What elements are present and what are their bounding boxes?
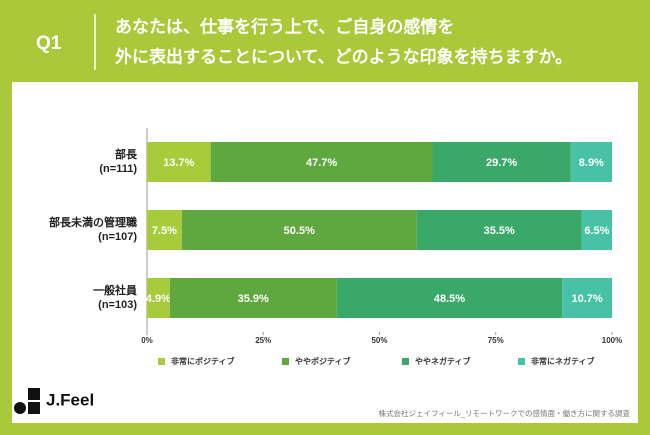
legend-label: 非常にネガティブ <box>531 356 595 366</box>
legend-label: ややネガティブ <box>415 356 471 366</box>
title-line: 外に表出することについて、どのような印象を持ちますか。 <box>115 46 572 66</box>
y-tick-label-line: (n=111) <box>99 163 137 175</box>
x-tick-label: 50% <box>371 336 387 345</box>
data-label: 8.9% <box>579 157 604 169</box>
legend-swatch <box>402 358 409 365</box>
data-label: 29.7% <box>486 157 517 169</box>
bar <box>147 210 182 250</box>
x-tick-label: 75% <box>488 336 504 345</box>
logo-shape <box>14 402 26 414</box>
bar <box>416 210 582 250</box>
source: 株式会社ジェイフィール_リモートワークでの感情面・働き方に関する調査 <box>378 408 630 418</box>
bar <box>181 210 417 250</box>
question-number: Q1 <box>36 33 62 54</box>
bar <box>570 142 612 182</box>
logo-shape <box>28 388 40 400</box>
legend-swatch <box>158 358 165 365</box>
data-label: 10.7% <box>572 293 603 305</box>
logo-text: J.Feel <box>46 390 94 409</box>
y-tick-label-line: (n=103) <box>98 299 137 311</box>
y-tick-label-line: 一般社員 <box>93 283 137 297</box>
panel <box>12 82 638 423</box>
data-label: 48.5% <box>434 293 465 305</box>
data-label: 35.9% <box>238 293 269 305</box>
bar <box>336 278 563 318</box>
data-label: 47.7% <box>306 157 337 169</box>
legend-label: 非常にポジティブ <box>171 356 235 366</box>
logo-shape <box>28 402 40 414</box>
bar <box>432 142 571 182</box>
y-tick-label-line: 部長未満の管理職 <box>49 215 137 229</box>
bar <box>210 142 433 182</box>
data-label: 13.7% <box>163 157 194 169</box>
bar <box>147 142 211 182</box>
y-tick-label: 部長未満の管理職 (n=107) <box>49 215 137 243</box>
y-tick-label: 一般社員 (n=103) <box>93 283 137 311</box>
x-tick-label: 0% <box>141 336 153 345</box>
legend-label: ややポジティブ <box>295 356 351 366</box>
y-tick-label-line: (n=107) <box>98 231 137 243</box>
logo-icon <box>14 388 40 414</box>
title-line: あなたは、仕事を行う上で、ご自身の感情を <box>115 16 454 36</box>
bar <box>581 210 612 250</box>
data-label: 7.5% <box>152 225 177 237</box>
bar <box>147 278 170 318</box>
y-tick-label-line: 部長 <box>115 147 138 161</box>
legend-swatch <box>518 358 525 365</box>
legend-swatch <box>282 358 289 365</box>
bar <box>562 278 612 318</box>
bar <box>169 278 337 318</box>
y-tick-label: 部長 (n=111) <box>99 147 138 175</box>
data-label: 4.9% <box>146 293 171 305</box>
x-tick-label: 25% <box>255 336 271 345</box>
data-label: 6.5% <box>584 225 609 237</box>
x-tick-label: 100% <box>602 336 622 345</box>
data-label: 35.5% <box>484 225 515 237</box>
data-label: 50.5% <box>284 225 315 237</box>
